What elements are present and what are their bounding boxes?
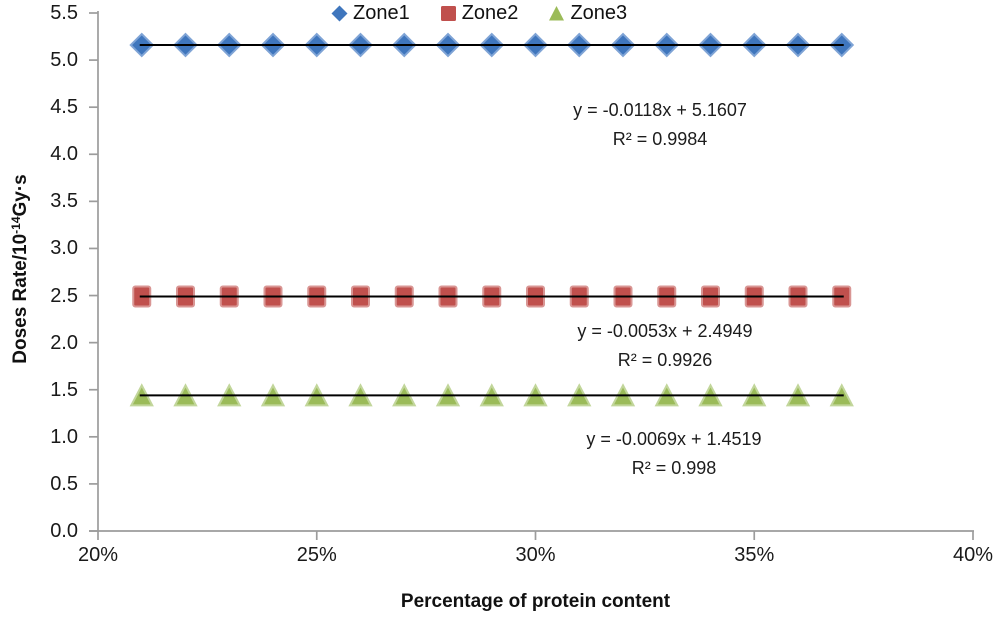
r-squared-text-zone1: R² = 0.9984 — [612, 129, 708, 149]
r-squared-text-zone2: R² = 0.9926 — [617, 350, 713, 370]
y-axis-tick-label: 0.5 — [50, 472, 78, 495]
y-axis-tick-label: 3.5 — [50, 190, 78, 213]
trendline-annotation-zone2: y = -0.0053x + 2.4949 R² = 0.9926 — [495, 317, 835, 375]
y-axis-tick-label: 4.5 — [50, 96, 78, 119]
diamond-icon — [331, 5, 348, 21]
diamond-glyph — [331, 5, 348, 21]
y-axis-title-exponent: -14 — [9, 216, 23, 234]
r-squared-text-zone3: R² = 0.998 — [631, 458, 717, 478]
triangle-icon — [549, 5, 565, 20]
trendline-annotation-zone3: y = -0.0069x + 1.4519 R² = 0.998 — [504, 425, 844, 483]
x-axis-tick-label: 20% — [77, 544, 119, 566]
x-axis-tick-label: 30% — [515, 544, 556, 566]
legend-item-zone3[interactable]: Zone3 — [548, 1, 627, 25]
legend-item-zone2[interactable]: Zone2 — [440, 1, 519, 25]
legend-label-zone2: Zone2 — [461, 2, 519, 24]
x-axis-title: Percentage of protein content — [400, 591, 671, 612]
y-axis-tick-label: 5.5 — [50, 2, 78, 24]
legend-label-zone3: Zone3 — [570, 2, 628, 24]
y-axis-tick-label: 2.5 — [50, 284, 78, 307]
legend-item-zone1[interactable]: Zone1 — [331, 1, 410, 25]
square-glyph — [440, 5, 456, 21]
trendline-annotation-zone1: y = -0.0118x + 5.1607 R² = 0.9984 — [490, 96, 830, 154]
y-axis-tick-label: 0.0 — [50, 520, 78, 542]
y-axis-tick-label: 1.0 — [50, 425, 78, 448]
square-icon — [440, 5, 456, 21]
x-axis-tick-label: 25% — [296, 544, 337, 566]
y-axis-tick-label: 3.0 — [50, 237, 78, 260]
y-axis-tick-label: 1.5 — [50, 378, 78, 401]
legend: Zone1 Zone2 Zone3 — [331, 1, 627, 25]
y-axis-tick-label: 4.0 — [50, 143, 78, 166]
y-axis-tick-label: 5.0 — [50, 49, 78, 72]
y-axis-tick-label: 2.0 — [50, 331, 78, 354]
equation-text-zone2: y = -0.0053x + 2.4949 — [577, 321, 753, 341]
equation-text-zone1: y = -0.0118x + 5.1607 — [573, 100, 747, 120]
legend-label-zone1: Zone1 — [353, 2, 410, 24]
y-axis-title: Doses Rate/10-14Gy·s — [9, 9, 37, 529]
x-axis-tick-label: 40% — [952, 544, 994, 566]
triangle-glyph — [549, 5, 565, 20]
x-axis-tick-label: 35% — [734, 544, 775, 566]
equation-text-zone3: y = -0.0069x + 1.4519 — [586, 429, 762, 449]
